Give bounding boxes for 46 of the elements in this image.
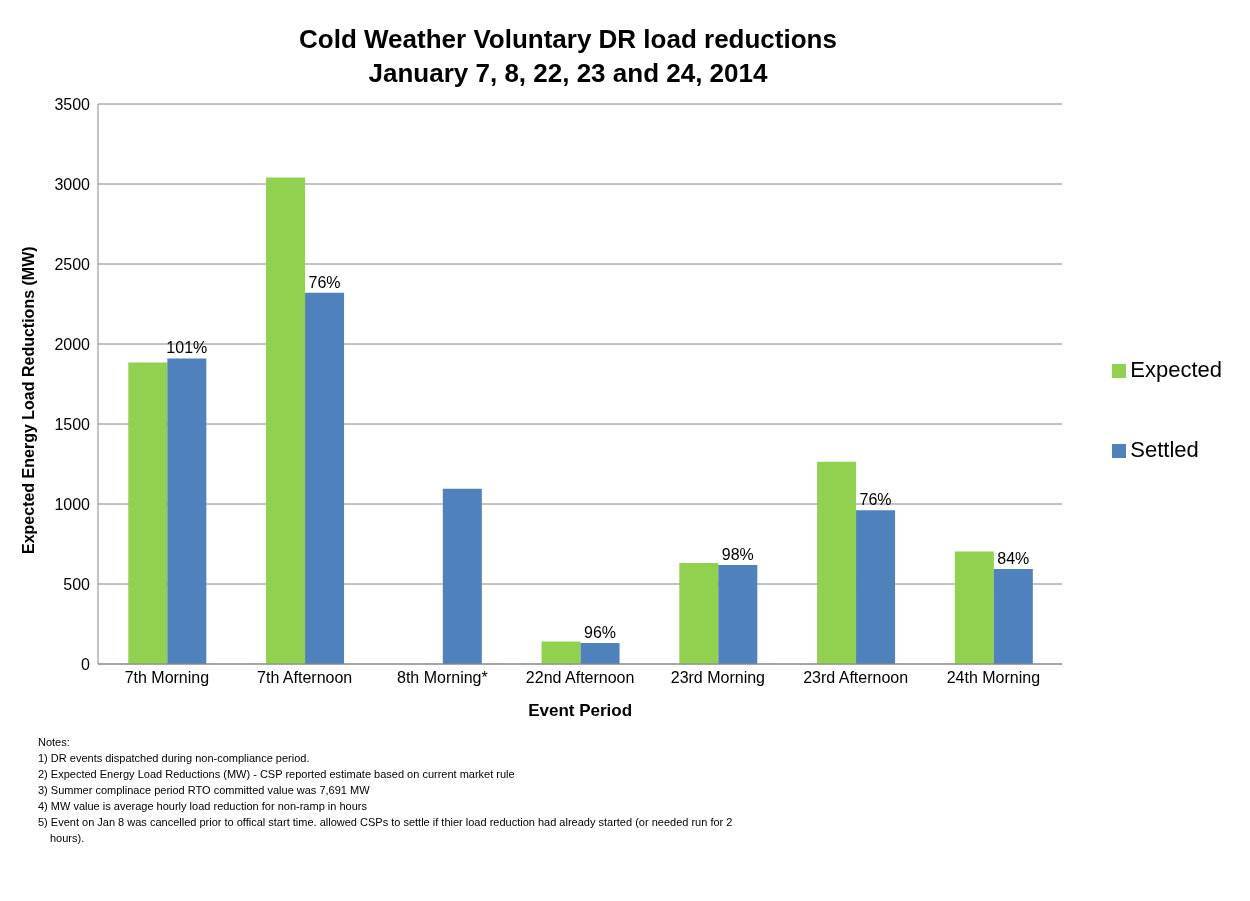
bar: [266, 177, 306, 664]
annotation: 98%: [721, 545, 754, 563]
y-tick-label: 3500: [54, 95, 91, 113]
bar: [442, 488, 482, 664]
bar: [167, 358, 207, 664]
x-tick-label: 23rd Afternoon: [803, 669, 909, 687]
annotation: 96%: [584, 624, 617, 642]
y-tick-label: 3000: [54, 175, 91, 193]
y-tick-label: 0: [81, 655, 91, 673]
bar: [954, 551, 994, 664]
bar: [305, 292, 345, 664]
text: Notes:: [38, 735, 71, 750]
annotation: 76%: [308, 273, 341, 291]
y-tick-label: 2500: [54, 255, 91, 273]
bar: [817, 461, 857, 664]
annotation: 101%: [166, 339, 208, 357]
y-tick-label: 2000: [54, 335, 91, 353]
y-tick-label: 500: [63, 575, 91, 593]
legend-label: Expected: [1130, 357, 1222, 382]
legend-label: Settled: [1130, 437, 1199, 462]
x-tick-label: 8th Morning*: [397, 669, 488, 687]
text: 1) DR events dispatched during non-compliance period.: [38, 751, 311, 766]
chart-subtitle: January 7, 8, 22, 23 and 24, 2014: [367, 57, 769, 90]
bar: [541, 641, 581, 664]
annotation: 84%: [997, 550, 1030, 568]
x-axis-title: Event Period: [528, 701, 633, 720]
bar: [679, 562, 719, 664]
x-tick-label: 24th Morning: [946, 669, 1041, 687]
text: 4) MW value is average hourly load reduction for non-ramp in hours: [38, 799, 368, 814]
y-tick-label: 1500: [54, 415, 91, 433]
bar: [993, 569, 1033, 664]
annotation: 76%: [859, 491, 892, 509]
bar: [128, 362, 168, 664]
text: 3) Summer complinace period RTO committed value was 7,691 MW: [38, 783, 371, 798]
bar: [856, 510, 896, 664]
x-tick-label: 22nd Afternoon: [525, 669, 635, 687]
y-tick-label: 1000: [54, 495, 91, 513]
x-tick-label: 23rd Morning: [670, 669, 766, 687]
bar: [580, 643, 620, 664]
y-axis-title: Expected Energy Load Reductions (MW): [19, 246, 37, 554]
chart-title: Cold Weather Voluntary DR load reductions: [298, 23, 838, 56]
x-tick-label: 7th Morning: [124, 669, 210, 687]
x-tick-label: 7th Afternoon: [257, 669, 353, 687]
bar: [718, 564, 758, 664]
text: 5) Event on Jan 8 was cancelled prior to offical start time. allowed CSPs to settle if thier load reduction had already started (or needed run for 2 hours).: [38, 815, 734, 846]
text: 2) Expected Energy Load Reductions (MW) - CSP reported estimate based on current market rule: [38, 767, 516, 782]
